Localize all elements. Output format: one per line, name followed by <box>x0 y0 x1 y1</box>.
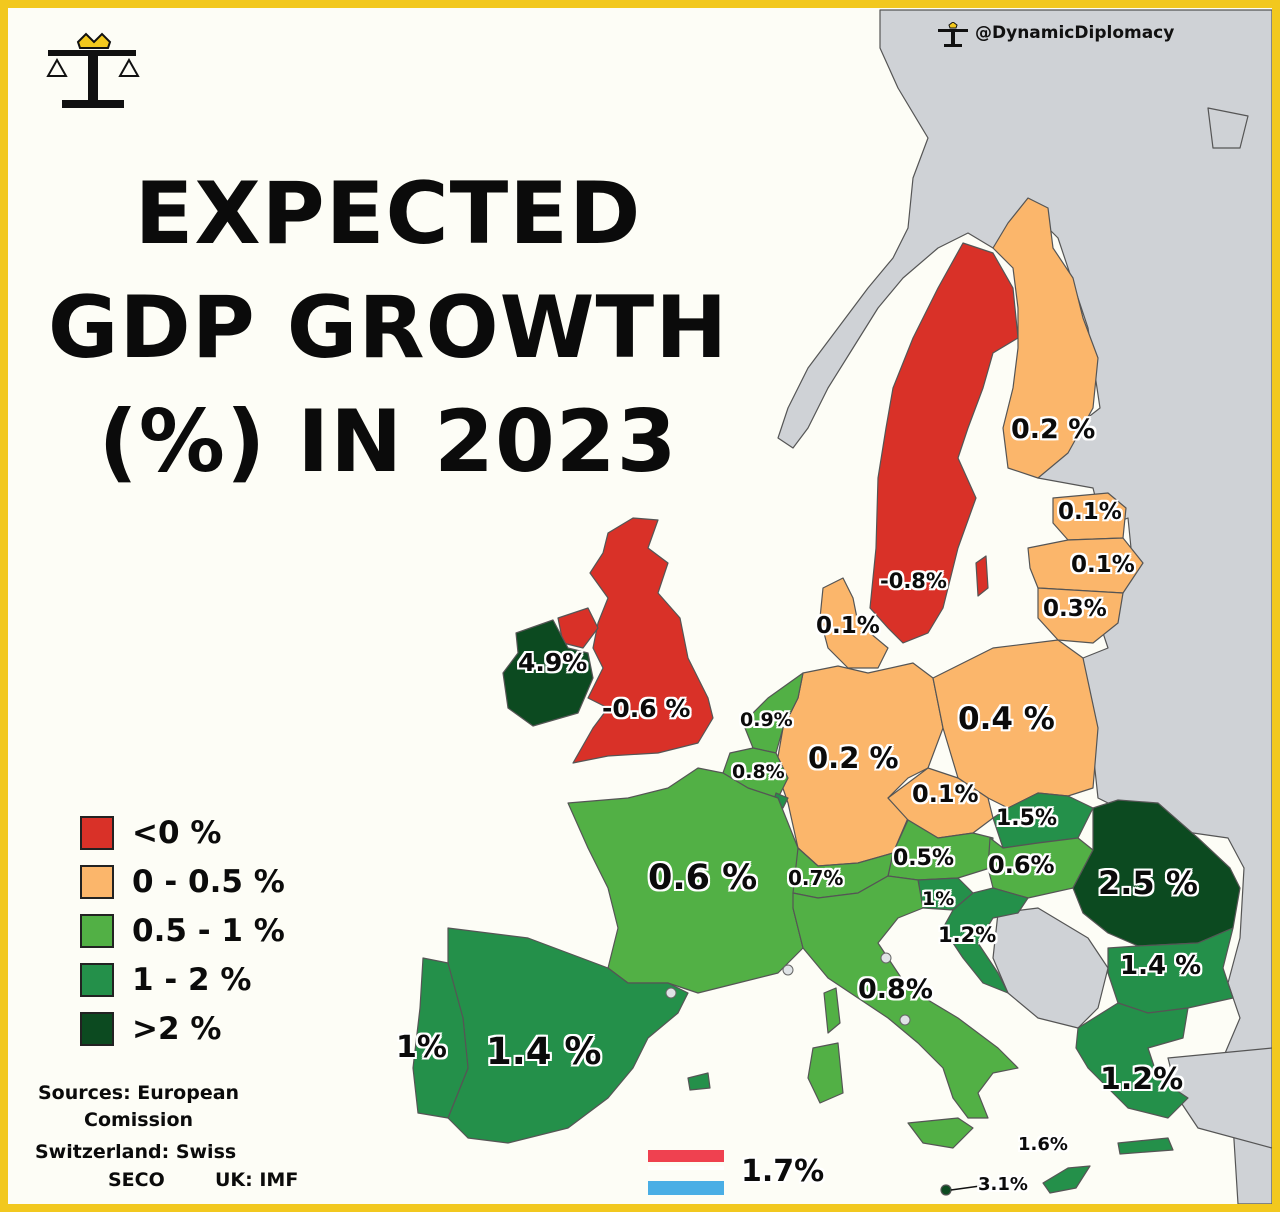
legend-label: 0 - 0.5 % <box>132 864 285 900</box>
label-czechia: 0.1% <box>912 780 979 808</box>
brand-handle: @DynamicDiplomacy <box>975 23 1175 43</box>
label-croatia: 1.2% <box>938 923 997 947</box>
legend-label: >2 % <box>132 1011 222 1047</box>
ireland-region <box>502 619 594 727</box>
label-cyprus: 1.6% <box>1018 1134 1068 1155</box>
luxembourg-flag <box>648 1150 724 1195</box>
label-poland: 0.4 % <box>958 701 1055 737</box>
label-latvia: 0.1% <box>1071 552 1135 578</box>
map-frame: @DynamicDiplomacy EXPECTED GDP GROWTH (%… <box>8 8 1272 1204</box>
denmark-region <box>819 577 889 669</box>
label-greece: 1.2% <box>1100 1062 1184 1097</box>
portugal-region <box>412 957 469 1119</box>
sources-line-1: Sources: European <box>38 1082 240 1104</box>
label-estonia: 0.1% <box>1058 499 1122 525</box>
sardinia <box>807 1042 844 1104</box>
legend-swatch <box>80 963 114 997</box>
balkans-nonEU <box>992 907 1109 1029</box>
legend-swatch <box>80 1012 114 1046</box>
label-luxembourg: 1.7% <box>741 1154 825 1189</box>
legend-label: 1 - 2 % <box>132 962 252 998</box>
small-scales-icon <box>938 22 968 47</box>
sources-line-3: Switzerland: Swiss <box>35 1141 237 1163</box>
label-france: 0.6 % <box>648 858 758 898</box>
lithuania-region <box>1037 587 1124 644</box>
bulgaria-region <box>1107 927 1234 1014</box>
sources-line-4a: SECO <box>108 1169 165 1191</box>
label-hungary: 0.6% <box>988 851 1055 879</box>
city-dot <box>899 1014 911 1026</box>
label-spain: 1.4 % <box>486 1030 602 1073</box>
label-italy: 0.8% <box>858 974 933 1005</box>
label-bulgaria: 1.4 % <box>1120 951 1202 981</box>
label-germany: 0.2 % <box>808 741 899 775</box>
corsica <box>823 987 841 1034</box>
scales-logo-icon <box>46 32 140 108</box>
sources-line-4b: UK: IMF <box>215 1169 299 1191</box>
balearic <box>687 1072 711 1091</box>
label-slovakia: 1.5% <box>996 806 1058 831</box>
city-dot <box>665 987 677 999</box>
sources-line-2: Comission <box>84 1109 194 1131</box>
label-romania: 2.5 % <box>1098 864 1198 902</box>
latvia-region <box>1027 537 1144 594</box>
croatia-region <box>942 887 1029 994</box>
city-dot <box>782 964 794 976</box>
label-switzerland: 0.7% <box>788 866 844 890</box>
city-dot <box>880 952 892 964</box>
malta-dot <box>940 1184 952 1196</box>
label-malta: 3.1% <box>978 1174 1028 1195</box>
crete <box>1117 1137 1174 1155</box>
greece-region <box>1075 1002 1189 1119</box>
uk-region <box>572 517 714 764</box>
iceland-norway-islands <box>1207 107 1249 149</box>
romania-region <box>1072 799 1241 947</box>
finland-region <box>992 197 1099 479</box>
label-portugal: 1% <box>396 1030 447 1065</box>
label-slovenia: 1% <box>922 888 955 910</box>
netherlands-region <box>742 672 804 754</box>
legend-swatch <box>80 816 114 850</box>
label-sweden: -0.8% <box>880 569 947 593</box>
legend-label: 0.5 - 1 % <box>132 913 285 949</box>
label-netherlands: 0.9% <box>740 709 793 731</box>
title-line-2: GDP GROWTH <box>47 278 729 378</box>
legend-swatch <box>80 914 114 948</box>
sicily <box>907 1117 974 1149</box>
sweden-region <box>869 242 1019 644</box>
malta-pointer <box>950 1185 981 1191</box>
title-line-1: EXPECTED <box>134 164 642 264</box>
italy-region <box>792 875 1019 1119</box>
non-eu-landmass <box>777 9 1272 1204</box>
label-denmark: 0.1% <box>816 613 880 639</box>
label-lithuania: 0.3% <box>1043 596 1107 622</box>
legend-label: <0 % <box>132 815 222 851</box>
title-line-3: (%) IN 2023 <box>98 392 678 492</box>
label-belgium: 0.8% <box>732 761 785 783</box>
label-uk: -0.6 % <box>602 694 691 723</box>
label-austria: 0.5% <box>893 846 955 871</box>
cyprus-region <box>1042 1165 1091 1194</box>
europe-map <box>412 9 1272 1204</box>
gotland <box>975 555 989 597</box>
label-finland: 0.2 % <box>1011 414 1096 445</box>
label-ireland: 4.9% <box>518 648 588 677</box>
legend-swatch <box>80 865 114 899</box>
